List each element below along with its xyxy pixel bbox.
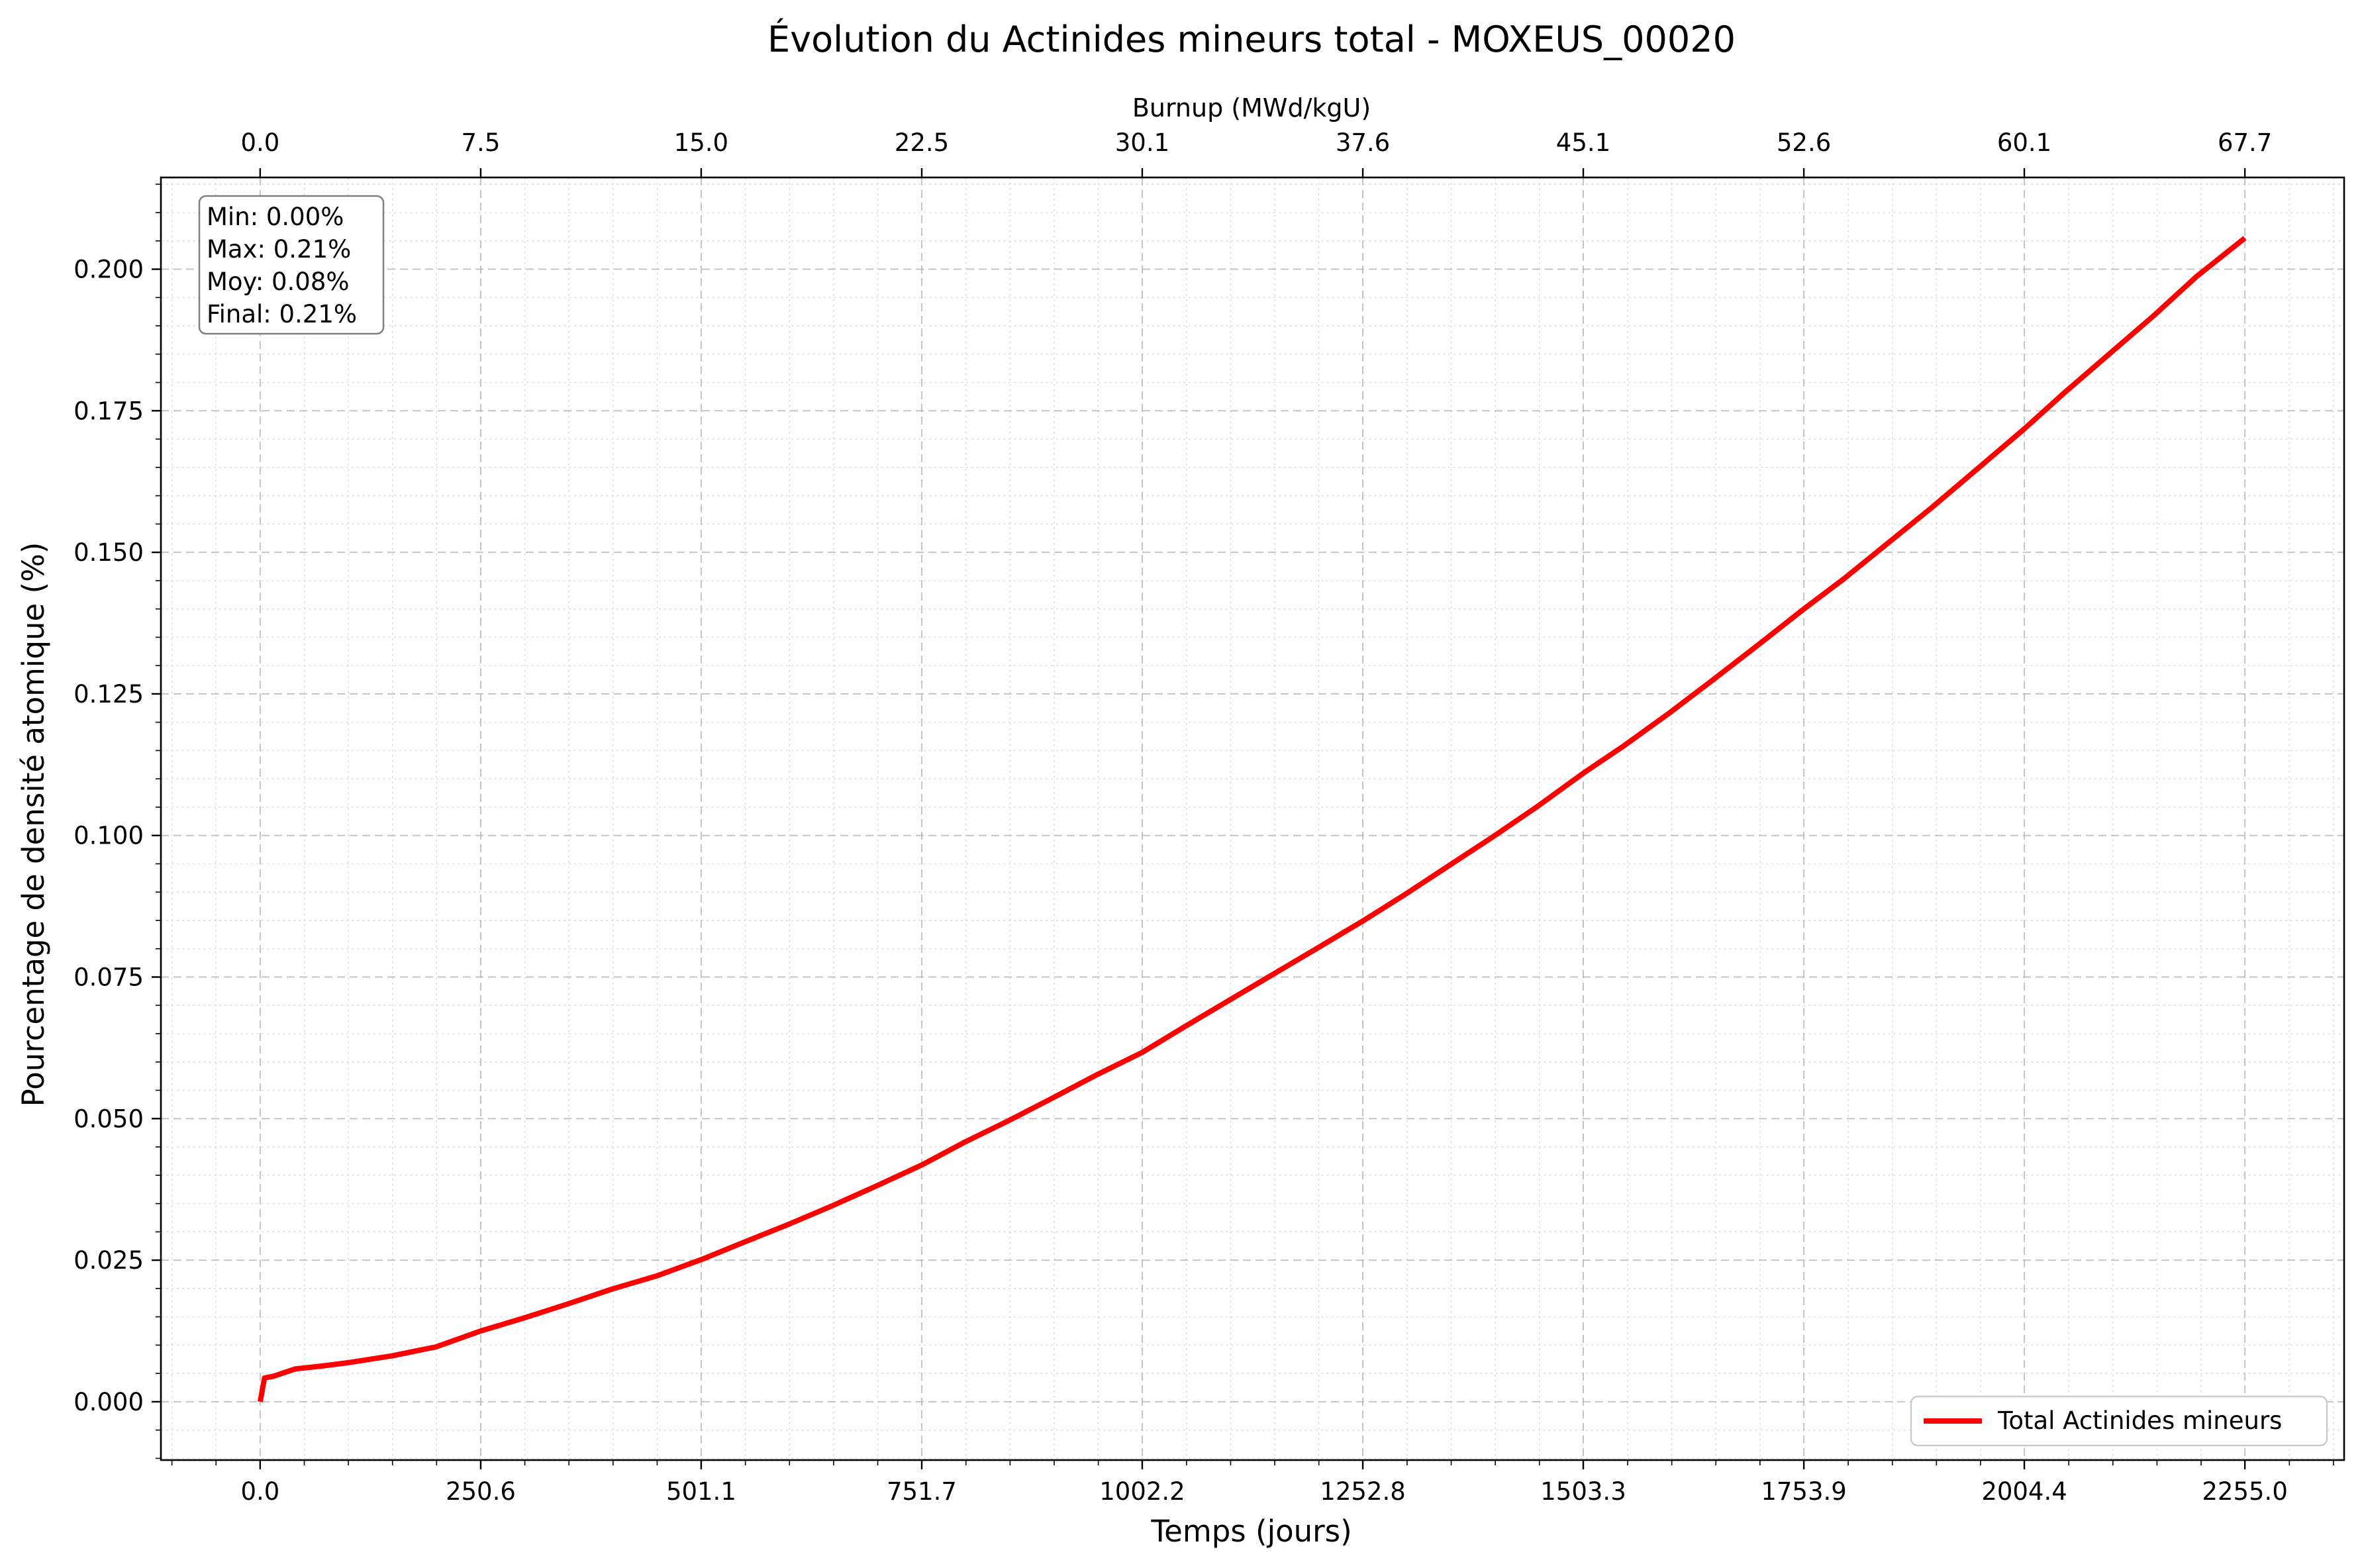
top-x-tick-labels: 0.0 7.5 15.0 22.5 30.1 37.6 45.1 52.6 60.1 67.7 [240,128,2272,157]
stats-max: Max: 0.21% [207,235,351,264]
y-axis-label: Pourcentage de densité atomique (%) [16,542,51,1107]
y-tick-label: 0.150 [74,538,144,567]
plot-frame [160,176,2345,1461]
legend: Total Actinides mineurs [1910,1395,2328,1447]
x-tick-labels: 0.0 250.6 501.1 751.7 1002.2 1252.8 1503.3 1753… [240,1477,2287,1506]
top-x-tick-label: 0.0 [240,128,279,157]
y-tick-label: 0.025 [74,1246,144,1275]
x-axis-label: Temps (jours) [1150,1514,1352,1549]
series-layer [257,236,2247,1402]
x-tick-label: 1503.3 [1540,1477,1626,1506]
x-tick-label: 1252.8 [1320,1477,1405,1506]
stats-min: Min: 0.00% [207,203,344,231]
minor-grid [161,177,2344,1460]
x-tick-label: 0.0 [240,1477,279,1506]
top-axis-label: Burnup (MWd/kgU) [1132,93,1371,122]
top-x-tick-label: 67.7 [2218,128,2272,157]
top-x-tick-label: 7.5 [462,128,501,157]
y-tick-label: 0.000 [74,1388,144,1416]
x-tick-label: 1002.2 [1099,1477,1185,1506]
chart-title: Évolution du Actinides mineurs total - M… [767,19,1736,60]
y-tick-label: 0.100 [74,822,144,850]
legend-frame [1910,1395,2328,1447]
stats-box: Min: 0.00% Max: 0.21% Moy: 0.08% Final: … [198,195,385,335]
y-tick-label: 0.175 [74,397,144,425]
y-tick-label: 0.125 [74,680,144,709]
stats-final: Final: 0.21% [207,300,357,328]
x-tick-label: 2004.4 [1981,1477,2067,1506]
axis-ticks [152,168,2334,1469]
top-x-tick-label: 45.1 [1556,128,1610,157]
y-tick-label: 0.200 [74,256,144,284]
series-line-total-actinides-mineurs [257,236,2247,1402]
legend-label-total-actinides-mineurs: Total Actinides mineurs [1997,1406,2282,1435]
x-tick-label: 250.6 [446,1477,516,1506]
top-x-tick-label: 15.0 [674,128,728,157]
y-tick-label: 0.075 [74,963,144,992]
top-x-tick-label: 60.1 [1997,128,2051,157]
y-tick-label: 0.050 [74,1104,144,1133]
top-x-tick-label: 22.5 [895,128,949,157]
stats-moy: Moy: 0.08% [207,268,350,296]
x-tick-label: 1753.9 [1761,1477,1846,1506]
stats-box-frame [198,195,385,335]
x-tick-label: 751.7 [887,1477,957,1506]
x-tick-label: 501.1 [666,1477,736,1506]
x-tick-label: 2255.0 [2202,1477,2287,1506]
top-x-tick-label: 30.1 [1115,128,1169,157]
y-tick-labels: 0.000 0.025 0.050 0.075 0.100 0.125 0.150 0.175… [74,256,144,1416]
top-x-tick-label: 52.6 [1777,128,1831,157]
top-x-tick-label: 37.6 [1336,128,1390,157]
